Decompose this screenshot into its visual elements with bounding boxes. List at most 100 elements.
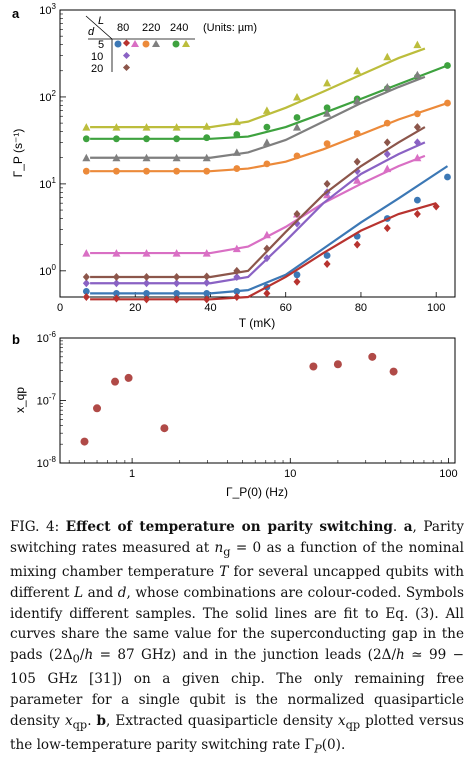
data-point xyxy=(293,277,301,286)
legend-marker-diamond-red xyxy=(122,39,131,47)
data-point xyxy=(232,244,241,253)
x-tick-label: 20 xyxy=(129,302,141,314)
data-point xyxy=(413,123,421,132)
data-point xyxy=(368,352,377,361)
data-point xyxy=(353,157,361,166)
data-point xyxy=(232,117,241,126)
data-point xyxy=(173,135,181,143)
data-point xyxy=(93,404,102,413)
x-tick-label: 1 xyxy=(129,468,135,480)
data-point xyxy=(413,70,422,79)
x-tick-label: 100 xyxy=(439,468,457,480)
legend-marker-circle-green xyxy=(172,40,180,48)
data-point xyxy=(113,290,120,297)
data-point xyxy=(203,272,211,281)
legend-d-symbol: d xyxy=(88,26,95,38)
data-point xyxy=(263,289,271,298)
panel-a-x-ticks: 0 20 40 60 80 100 xyxy=(57,292,445,314)
data-point xyxy=(233,266,241,275)
legend-d-20: 20 xyxy=(91,63,103,75)
legend-marker-circle-orange xyxy=(142,40,150,48)
data-point xyxy=(173,279,181,288)
data-point xyxy=(82,167,90,175)
data-point xyxy=(173,272,181,281)
data-point xyxy=(143,290,150,297)
fit-line xyxy=(90,202,437,301)
series-triangle-4 xyxy=(82,40,426,131)
data-point xyxy=(233,293,241,301)
figure: a b 0 20 40 60 80 100 100 101 102 103 T (mK) Γ_P… xyxy=(11,2,458,499)
data-point xyxy=(82,135,90,143)
data-point xyxy=(143,135,150,143)
data-point xyxy=(413,40,422,49)
data-point xyxy=(353,96,362,105)
series-diamond-1 xyxy=(82,202,440,304)
data-point xyxy=(293,92,301,101)
data-point xyxy=(323,259,331,268)
data-point xyxy=(143,272,151,281)
panel-a-xlabel: T (mK) xyxy=(239,316,275,330)
data-point xyxy=(323,109,332,117)
data-point xyxy=(173,295,181,304)
fit-line xyxy=(90,141,426,285)
legend-L-220: 220 xyxy=(142,22,160,34)
x-tick-label: 80 xyxy=(355,302,367,314)
x-tick-label: 100 xyxy=(427,302,445,314)
data-point xyxy=(383,224,391,233)
panel-b: 1 10 100 10-6 10-7 10-8 Γ_P(0) (Hz) x_qp xyxy=(13,330,458,499)
x-tick-label: 0 xyxy=(57,302,63,314)
panel-b-series xyxy=(80,352,398,446)
panel-b-y-ticks: 10-6 10-7 10-8 xyxy=(37,330,66,470)
data-point xyxy=(233,287,241,295)
legend-L-240: 240 xyxy=(170,22,188,34)
y-tick-label: 101 xyxy=(39,176,56,191)
data-point xyxy=(124,373,133,382)
legend-marker-diamond-purple xyxy=(122,51,131,60)
data-point xyxy=(383,52,392,61)
data-point xyxy=(263,160,271,168)
data-point xyxy=(233,131,241,138)
data-point xyxy=(323,252,331,259)
data-point xyxy=(293,152,301,160)
data-point xyxy=(82,287,90,295)
x-tick-label: 40 xyxy=(204,302,216,314)
data-point xyxy=(323,179,331,188)
panel-a-ylabel: Γ_P (s⁻¹) xyxy=(11,129,25,178)
legend-L-80: 80 xyxy=(117,22,129,34)
data-point xyxy=(444,99,451,107)
x-tick-label: 60 xyxy=(280,302,292,314)
data-point xyxy=(202,153,211,162)
data-point xyxy=(383,150,391,159)
data-point xyxy=(173,167,181,175)
data-point xyxy=(82,293,90,301)
data-point xyxy=(112,153,121,162)
data-point xyxy=(293,123,301,131)
panel-a: 0 20 40 60 80 100 100 101 102 103 T (mK) Γ_P (s⁻… xyxy=(11,2,456,330)
data-point xyxy=(143,167,150,175)
panel-b-x-ticks: 1 10 100 xyxy=(68,458,458,480)
panel-a-series xyxy=(82,40,451,304)
series-triangle-5 xyxy=(82,70,426,162)
legend-diagonal xyxy=(85,15,113,40)
legend-L-symbol: L xyxy=(98,15,104,27)
data-point xyxy=(383,119,391,127)
legend-marker-triangle-gray xyxy=(152,40,160,47)
legend-units: (Units: µm) xyxy=(203,22,257,34)
data-point xyxy=(172,153,181,162)
data-point xyxy=(160,424,169,433)
data-point xyxy=(142,153,151,162)
data-point xyxy=(323,104,331,112)
legend: L d 80 220 240 (Units: µm) 5 10 20 xyxy=(85,15,257,75)
data-point xyxy=(262,106,271,114)
fit-line xyxy=(90,64,448,140)
data-point xyxy=(383,83,392,91)
legend-d-10: 10 xyxy=(91,51,103,63)
data-point xyxy=(142,249,151,257)
data-point xyxy=(263,244,271,253)
data-point xyxy=(389,367,398,376)
legend-marker-triangle-pink xyxy=(131,40,139,47)
data-point xyxy=(203,278,211,287)
data-point xyxy=(203,167,211,175)
y-tick-label: 10-6 xyxy=(37,330,57,345)
